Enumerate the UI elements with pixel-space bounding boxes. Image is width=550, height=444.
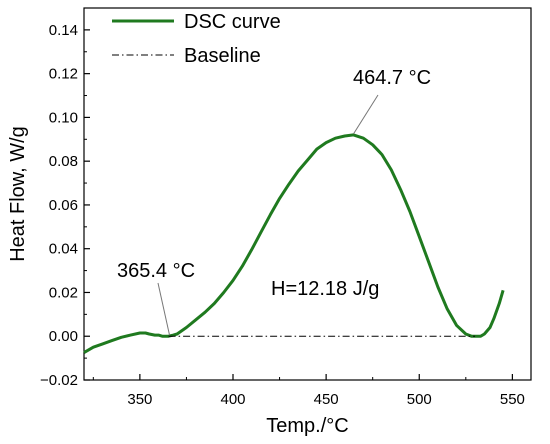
y-tick-labels: −0.02 0.00 0.02 0.04 0.06 0.08 0.10 0.12 0.14 — [40, 22, 78, 389]
x-tick-label: 500 — [407, 391, 432, 408]
legend-label-dsc-curve: DSC curve — [184, 11, 281, 33]
x-tick-label: 450 — [314, 391, 339, 408]
peak-leader-line — [353, 94, 379, 135]
y-tick-label: 0.10 — [49, 109, 78, 126]
y-axis-title: Heat Flow, W/g — [7, 126, 29, 262]
legend-label-baseline: Baseline — [184, 45, 261, 67]
series-line-dsc-curve — [83, 133, 505, 354]
enthalpy-label: H=12.18 J/g — [271, 278, 379, 300]
y-tick-label: 0.06 — [49, 197, 78, 214]
y-tick-label: 0.00 — [49, 328, 78, 345]
y-tick-label: 0.12 — [49, 66, 78, 83]
x-axis-title: Temp./°C — [266, 415, 348, 437]
axis-ticks — [84, 29, 513, 381]
y-tick-label: 0.08 — [49, 153, 78, 170]
x-tick-label: 400 — [220, 391, 245, 408]
y-tick-label: 0.02 — [49, 284, 78, 301]
legend: DSC curve Baseline — [112, 11, 281, 67]
y-tick-label: −0.02 — [40, 372, 78, 389]
x-tick-labels: 350 400 450 500 550 — [127, 391, 525, 408]
plot-frame — [83, 7, 532, 381]
series-layer — [83, 133, 505, 354]
x-tick-label: 550 — [500, 391, 525, 408]
plot-area-border — [83, 7, 532, 381]
y-tick-label: 0.04 — [49, 241, 78, 258]
peak-temperature-label: 464.7 °C — [353, 67, 431, 89]
y-tick-label: 0.14 — [49, 22, 78, 39]
onset-temperature-label: 365.4 °C — [117, 260, 195, 282]
onset-leader-line — [157, 282, 171, 336]
x-tick-label: 350 — [127, 391, 152, 408]
annotation-layer: 464.7 °C 365.4 °C H=12.18 J/g — [117, 67, 431, 336]
